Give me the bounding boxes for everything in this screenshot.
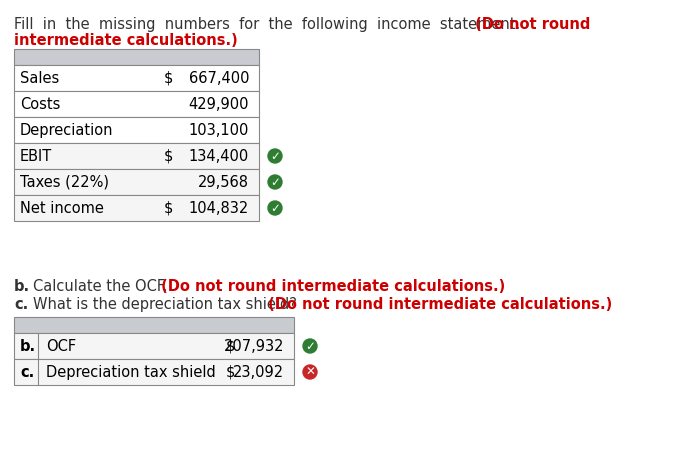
Bar — [14, 91, 259, 117]
Text: $: $ — [164, 149, 174, 164]
Text: 207,932: 207,932 — [223, 339, 284, 354]
Text: b.: b. — [14, 279, 30, 294]
Text: Taxes (22%): Taxes (22%) — [20, 174, 109, 189]
Bar — [14, 359, 294, 385]
Text: c.: c. — [20, 364, 34, 379]
Text: $: $ — [164, 201, 174, 215]
Text: Sales: Sales — [20, 70, 60, 85]
Bar — [14, 65, 259, 91]
Text: $: $ — [226, 364, 235, 379]
Text: $: $ — [164, 70, 174, 85]
Text: ✕: ✕ — [305, 365, 315, 378]
Bar — [14, 117, 259, 143]
Text: (Do not round: (Do not round — [470, 17, 590, 32]
Text: 103,100: 103,100 — [188, 122, 249, 137]
Text: Net income: Net income — [20, 201, 104, 215]
Circle shape — [268, 201, 282, 215]
Text: 667,400: 667,400 — [188, 70, 249, 85]
Text: 29,568: 29,568 — [198, 174, 249, 189]
Text: (Do not round intermediate calculations.): (Do not round intermediate calculations.… — [156, 279, 505, 294]
Text: 429,900: 429,900 — [188, 97, 249, 112]
Bar — [14, 317, 294, 333]
Bar — [14, 333, 294, 359]
Text: Costs: Costs — [20, 97, 60, 112]
Bar — [14, 49, 259, 65]
Text: ✓: ✓ — [305, 340, 315, 353]
Text: Depreciation tax shield: Depreciation tax shield — [46, 364, 216, 379]
Text: intermediate calculations.): intermediate calculations.) — [14, 33, 238, 48]
Bar — [14, 195, 259, 221]
Circle shape — [303, 339, 317, 353]
Text: Fill  in  the  missing  numbers  for  the  following  income  statement.: Fill in the missing numbers for the foll… — [14, 17, 520, 32]
Text: EBIT: EBIT — [20, 149, 52, 164]
Text: ✓: ✓ — [270, 150, 280, 162]
Text: What is the depreciation tax shield?: What is the depreciation tax shield? — [33, 297, 297, 312]
Text: b.: b. — [20, 339, 36, 354]
Text: (Do not round intermediate calculations.): (Do not round intermediate calculations.… — [263, 297, 612, 312]
Text: c.: c. — [14, 297, 28, 312]
Bar — [14, 169, 259, 195]
Text: OCF: OCF — [46, 339, 76, 354]
Text: ✓: ✓ — [270, 175, 280, 189]
Bar — [14, 143, 259, 169]
Text: Calculate the OCF.: Calculate the OCF. — [33, 279, 167, 294]
Circle shape — [268, 175, 282, 189]
Text: 134,400: 134,400 — [189, 149, 249, 164]
Text: 104,832: 104,832 — [189, 201, 249, 215]
Text: $: $ — [226, 339, 235, 354]
Text: Depreciation: Depreciation — [20, 122, 113, 137]
Text: ✓: ✓ — [270, 202, 280, 214]
Text: 23,092: 23,092 — [233, 364, 284, 379]
Circle shape — [268, 149, 282, 163]
Circle shape — [303, 365, 317, 379]
